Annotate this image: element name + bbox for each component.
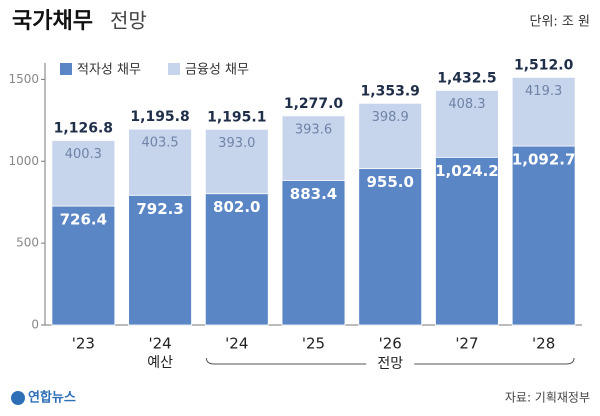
bar-segment bbox=[128, 128, 192, 196]
bar-segment bbox=[51, 140, 116, 207]
bar-segment bbox=[281, 115, 346, 181]
value-label: 955.0 bbox=[366, 173, 413, 191]
bar-segment bbox=[358, 168, 423, 326]
unit: 단위: 조 원 bbox=[530, 15, 591, 30]
total-label: 1,195.8 bbox=[130, 109, 189, 125]
total-label: 1,512.0 bbox=[514, 57, 574, 73]
value-label: 403.5 bbox=[141, 136, 178, 151]
x-tick-label: '24 bbox=[225, 335, 248, 353]
legend-label: 적자성 채무 bbox=[77, 63, 141, 78]
chart-subtitle: 전망 bbox=[110, 9, 147, 33]
x-tick-label: '25 bbox=[302, 335, 325, 353]
value-label: 726.4 bbox=[60, 211, 107, 229]
forecast-note: 전망 bbox=[377, 356, 403, 372]
legend-label: 금융성 채무 bbox=[185, 63, 249, 78]
total-label: 1,432.5 bbox=[437, 70, 496, 86]
value-label: 398.9 bbox=[372, 110, 409, 125]
value-label: 419.3 bbox=[525, 84, 562, 99]
bar-segment bbox=[435, 156, 499, 326]
bar-segment bbox=[435, 90, 499, 158]
value-label: 883.4 bbox=[290, 185, 337, 203]
logo-icon bbox=[11, 391, 25, 405]
bar-segment bbox=[511, 77, 576, 147]
total-label: 1,277.0 bbox=[284, 96, 344, 112]
value-label: 1,092.7 bbox=[512, 151, 576, 169]
chart-title: 국가채무 bbox=[12, 9, 93, 34]
legend-swatch bbox=[60, 63, 72, 75]
forecast-bracket bbox=[205, 357, 575, 365]
y-tick-label: 500 bbox=[16, 236, 39, 250]
logo: 연합뉴스 bbox=[28, 390, 76, 406]
total-label: 1,126.8 bbox=[54, 120, 113, 136]
y-tick-label: 1000 bbox=[8, 154, 39, 168]
bar-segment bbox=[51, 205, 116, 326]
bar-segment bbox=[128, 194, 192, 326]
bar-segment bbox=[511, 145, 576, 326]
x-tick-label: '23 bbox=[72, 335, 95, 353]
total-label: 1,353.9 bbox=[361, 83, 420, 99]
bar-segment bbox=[204, 128, 269, 195]
total-label: 1,195.1 bbox=[207, 109, 266, 125]
x-tick-label: '27 bbox=[455, 335, 478, 353]
value-label: 408.3 bbox=[448, 97, 485, 112]
x-tick-label: '24 bbox=[148, 335, 171, 353]
legend-swatch bbox=[168, 63, 180, 75]
y-tick-label: 1500 bbox=[8, 72, 39, 86]
value-label: 400.3 bbox=[65, 147, 102, 162]
value-label: 792.3 bbox=[136, 200, 183, 218]
value-label: 393.0 bbox=[218, 136, 255, 151]
x-tick-label: '28 bbox=[532, 335, 555, 353]
value-label: 1,024.2 bbox=[435, 162, 499, 180]
source: 자료: 기획재정부 bbox=[505, 391, 590, 405]
y-tick-label: 0 bbox=[31, 318, 39, 332]
value-label: 802.0 bbox=[213, 198, 260, 216]
bar-segment bbox=[204, 193, 269, 326]
x-tick-label: '26 bbox=[379, 335, 402, 353]
budget-note: 예산 bbox=[147, 355, 173, 371]
bar-segment bbox=[358, 102, 423, 170]
value-label: 393.6 bbox=[295, 122, 332, 137]
